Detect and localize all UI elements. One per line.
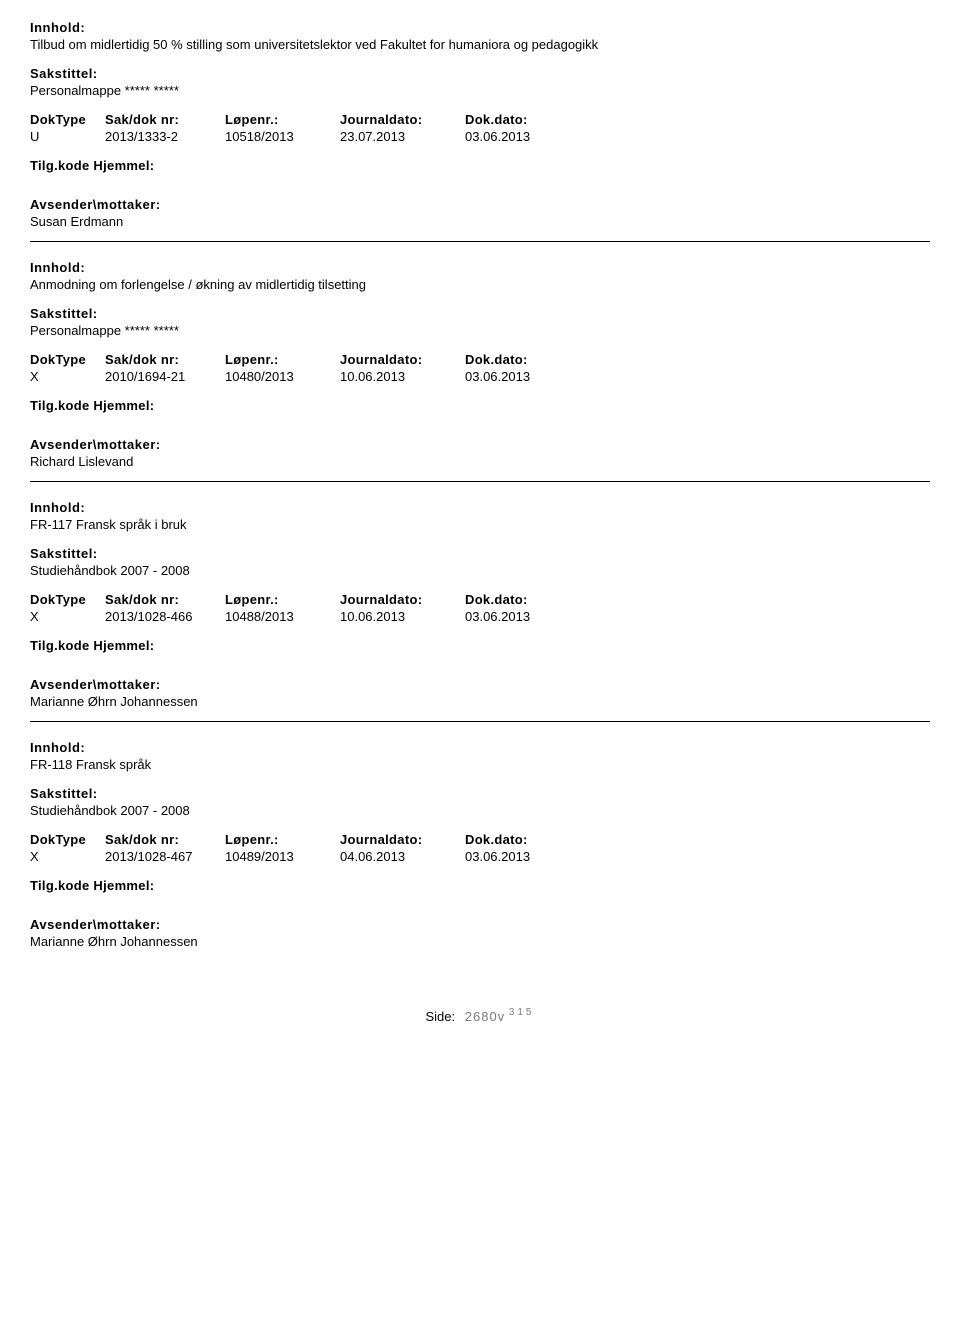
sakstittel-value: Studiehåndbok 2007 - 2008 [30, 563, 930, 578]
avsender-section: Avsender\mottaker: Marianne Øhrn Johanne… [30, 677, 930, 709]
record-table: DokType X Sak/dok nr: 2013/1028-466 Løpe… [30, 592, 930, 624]
lopenr-value: 10480/2013 [225, 369, 340, 384]
tilgkode-label: Tilg.kode Hjemmel: [30, 638, 930, 653]
doktype-value: X [30, 609, 105, 624]
dokdato-header: Dok.dato: [465, 592, 585, 607]
avsender-value: Marianne Øhrn Johannessen [30, 934, 930, 949]
avsender-value: Richard Lislevand [30, 454, 930, 469]
innhold-value: FR-117 Fransk språk i bruk [30, 517, 930, 532]
journaldato-header: Journaldato: [340, 352, 465, 367]
journal-record: Innhold: Anmodning om forlengelse / økni… [30, 260, 930, 482]
avsender-label: Avsender\mottaker: [30, 437, 930, 452]
avsender-section: Avsender\mottaker: Susan Erdmann [30, 197, 930, 229]
sakstittel-value: Personalmappe ***** ***** [30, 83, 930, 98]
journal-record: Innhold: FR-117 Fransk språk i bruk Saks… [30, 500, 930, 722]
journaldato-value: 10.06.2013 [340, 609, 465, 624]
sakdoknr-header: Sak/dok nr: [105, 112, 225, 127]
dokdato-header: Dok.dato: [465, 832, 585, 847]
tilgkode-label: Tilg.kode Hjemmel: [30, 158, 930, 173]
footer-pagenum: 2680v [465, 1009, 505, 1024]
doktype-value: X [30, 849, 105, 864]
dokdato-value: 03.06.2013 [465, 369, 585, 384]
lopenr-header: Løpenr.: [225, 112, 340, 127]
lopenr-value: 10488/2013 [225, 609, 340, 624]
avsender-label: Avsender\mottaker: [30, 197, 930, 212]
journal-record: Innhold: FR-118 Fransk språk Sakstittel:… [30, 740, 930, 949]
innhold-label: Innhold: [30, 740, 930, 755]
doktype-header: DokType [30, 352, 105, 367]
innhold-section: Innhold: Tilbud om midlertidig 50 % stil… [30, 20, 930, 52]
innhold-label: Innhold: [30, 20, 930, 35]
sakstittel-section: Sakstittel: Personalmappe ***** ***** [30, 306, 930, 338]
page-footer: Side: 2680v 315 [30, 1009, 930, 1024]
innhold-label: Innhold: [30, 260, 930, 275]
journaldato-header: Journaldato: [340, 832, 465, 847]
innhold-value: Anmodning om forlengelse / økning av mid… [30, 277, 930, 292]
sakdoknr-value: 2010/1694-21 [105, 369, 225, 384]
sakdoknr-value: 2013/1028-466 [105, 609, 225, 624]
innhold-section: Innhold: FR-118 Fransk språk [30, 740, 930, 772]
innhold-label: Innhold: [30, 500, 930, 515]
sakstittel-section: Sakstittel: Studiehåndbok 2007 - 2008 [30, 786, 930, 818]
lopenr-value: 10489/2013 [225, 849, 340, 864]
innhold-value: FR-118 Fransk språk [30, 757, 930, 772]
journaldato-value: 04.06.2013 [340, 849, 465, 864]
dokdato-value: 03.06.2013 [465, 129, 585, 144]
tilgkode-label: Tilg.kode Hjemmel: [30, 878, 930, 893]
lopenr-header: Løpenr.: [225, 832, 340, 847]
record-divider [30, 721, 930, 722]
doktype-header: DokType [30, 112, 105, 127]
sakdoknr-header: Sak/dok nr: [105, 592, 225, 607]
sakstittel-label: Sakstittel: [30, 306, 930, 321]
footer-side-label: Side: [426, 1009, 456, 1024]
sakstittel-section: Sakstittel: Personalmappe ***** ***** [30, 66, 930, 98]
footer-extra: 315 [509, 1007, 535, 1018]
sakdoknr-value: 2013/1028-467 [105, 849, 225, 864]
sakstittel-section: Sakstittel: Studiehåndbok 2007 - 2008 [30, 546, 930, 578]
sakstittel-value: Studiehåndbok 2007 - 2008 [30, 803, 930, 818]
journaldato-header: Journaldato: [340, 112, 465, 127]
dokdato-header: Dok.dato: [465, 352, 585, 367]
avsender-label: Avsender\mottaker: [30, 917, 930, 932]
record-table: DokType X Sak/dok nr: 2013/1028-467 Løpe… [30, 832, 930, 864]
journal-record: Innhold: Tilbud om midlertidig 50 % stil… [30, 20, 930, 242]
sakdoknr-header: Sak/dok nr: [105, 352, 225, 367]
innhold-section: Innhold: Anmodning om forlengelse / økni… [30, 260, 930, 292]
record-divider [30, 241, 930, 242]
lopenr-value: 10518/2013 [225, 129, 340, 144]
dokdato-header: Dok.dato: [465, 112, 585, 127]
doktype-value: X [30, 369, 105, 384]
sakstittel-value: Personalmappe ***** ***** [30, 323, 930, 338]
dokdato-value: 03.06.2013 [465, 849, 585, 864]
dokdato-value: 03.06.2013 [465, 609, 585, 624]
lopenr-header: Løpenr.: [225, 592, 340, 607]
doktype-header: DokType [30, 592, 105, 607]
tilgkode-label: Tilg.kode Hjemmel: [30, 398, 930, 413]
avsender-label: Avsender\mottaker: [30, 677, 930, 692]
lopenr-header: Løpenr.: [225, 352, 340, 367]
record-divider [30, 481, 930, 482]
avsender-section: Avsender\mottaker: Richard Lislevand [30, 437, 930, 469]
sakdoknr-header: Sak/dok nr: [105, 832, 225, 847]
record-table: DokType U Sak/dok nr: 2013/1333-2 Løpenr… [30, 112, 930, 144]
sakstittel-label: Sakstittel: [30, 546, 930, 561]
doktype-value: U [30, 129, 105, 144]
avsender-value: Marianne Øhrn Johannessen [30, 694, 930, 709]
innhold-section: Innhold: FR-117 Fransk språk i bruk [30, 500, 930, 532]
record-table: DokType X Sak/dok nr: 2010/1694-21 Løpen… [30, 352, 930, 384]
avsender-value: Susan Erdmann [30, 214, 930, 229]
journaldato-header: Journaldato: [340, 592, 465, 607]
avsender-section: Avsender\mottaker: Marianne Øhrn Johanne… [30, 917, 930, 949]
innhold-value: Tilbud om midlertidig 50 % stilling som … [30, 37, 930, 52]
sakstittel-label: Sakstittel: [30, 786, 930, 801]
doktype-header: DokType [30, 832, 105, 847]
sakdoknr-value: 2013/1333-2 [105, 129, 225, 144]
journaldato-value: 10.06.2013 [340, 369, 465, 384]
sakstittel-label: Sakstittel: [30, 66, 930, 81]
journaldato-value: 23.07.2013 [340, 129, 465, 144]
